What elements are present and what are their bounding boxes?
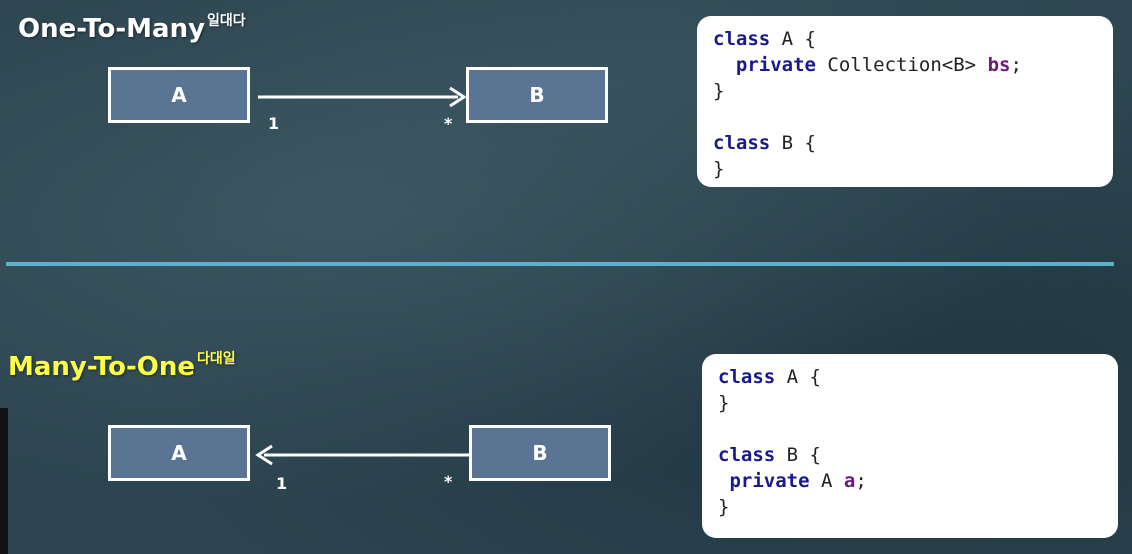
code-text: B { <box>775 444 821 466</box>
bottom-class-b-label: B <box>532 441 548 465</box>
code-line: private Collection<B> bs; <box>713 52 1097 78</box>
top-class-b-label: B <box>529 83 545 107</box>
left-edge-shadow <box>0 408 8 554</box>
code-text: ; <box>1010 54 1022 76</box>
code-keyword: private <box>735 54 816 76</box>
code-text: } <box>718 392 730 414</box>
code-keyword: class <box>718 444 776 466</box>
top-multiplicity-one: 1 <box>268 114 280 133</box>
code-line: class A { <box>713 26 1097 52</box>
code-identifier: a <box>843 470 856 492</box>
many-to-one-title: Many-To-One 다대일 <box>8 351 236 382</box>
one-to-many-title-korean: 일대다 <box>207 13 246 29</box>
many-to-one-title-text: Many-To-One <box>8 352 196 382</box>
code-line: class A { <box>718 364 1102 390</box>
one-to-many-title: One-To-Many 일대다 <box>18 13 246 44</box>
bottom-arrowhead-icon <box>255 444 273 466</box>
bottom-class-a-box: A <box>108 425 250 481</box>
code-line: class B { <box>718 442 1102 468</box>
section-divider <box>6 262 1114 266</box>
code-text: } <box>713 80 725 102</box>
bottom-multiplicity-one: 1 <box>276 474 288 493</box>
code-text: A { <box>775 366 821 388</box>
bottom-multiplicity-many: * <box>444 472 453 491</box>
code-text: B { <box>770 132 816 154</box>
bottom-class-a-label: A <box>171 441 187 465</box>
one-to-many-title-text: One-To-Many <box>18 14 206 44</box>
top-arrowhead-icon <box>449 86 467 108</box>
code-text: A { <box>770 28 816 50</box>
code-keyword: class <box>718 366 776 388</box>
code-keyword: class <box>713 28 771 50</box>
many-to-one-title-korean: 다대일 <box>197 351 236 367</box>
code-line: class B { <box>713 130 1097 156</box>
code-identifier: bs <box>987 54 1011 76</box>
code-text: ; <box>855 470 867 492</box>
top-class-a-box: A <box>108 67 250 123</box>
code-text: Collection<B> <box>815 54 988 76</box>
top-multiplicity-many: * <box>444 114 453 133</box>
code-text: A <box>809 470 844 492</box>
bottom-code-block: class A {} class B { private A a;} <box>702 354 1118 538</box>
code-line: } <box>718 390 1102 416</box>
code-text: } <box>718 496 730 518</box>
code-line: } <box>713 78 1097 104</box>
code-line: private A a; <box>718 468 1102 494</box>
code-keyword: private <box>729 470 810 492</box>
code-line: } <box>718 494 1102 520</box>
top-code-block: class A { private Collection<B> bs;} cla… <box>697 16 1113 187</box>
code-text: } <box>713 158 725 180</box>
top-class-a-label: A <box>171 83 187 107</box>
top-class-b-box: B <box>466 67 608 123</box>
code-line: } <box>713 156 1097 182</box>
bottom-class-b-box: B <box>469 425 611 481</box>
code-keyword: class <box>713 132 771 154</box>
